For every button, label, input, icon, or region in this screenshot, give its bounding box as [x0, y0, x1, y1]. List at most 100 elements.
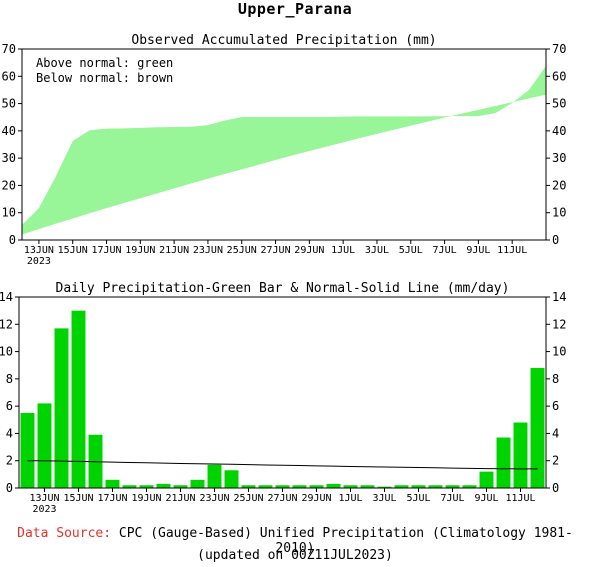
accum-xtick-label: 19JUN	[125, 245, 155, 256]
daily-precip-bar	[292, 485, 307, 488]
accum-ytick-label-right: 20	[552, 178, 566, 192]
daily-ytick-label-right: 2	[552, 454, 559, 468]
accum-ytick-label-left: 60	[2, 69, 16, 83]
accum-xtick-label: 27JUN	[260, 245, 290, 256]
daily-precip-bar	[411, 485, 426, 488]
daily-ytick-label-right: 8	[552, 372, 559, 386]
data-source-text: CPC (Gauge-Based) Unified Precipitation …	[111, 526, 573, 556]
data-source-line: Data Source: CPC (Gauge-Based) Unified P…	[0, 526, 590, 556]
normal-precip-line	[27, 460, 538, 470]
accum-xtick-label: 21JUN	[159, 245, 189, 256]
daily-precip-bar	[71, 310, 86, 488]
daily-xtick-label: 25JUN	[233, 493, 263, 504]
daily-precip-bar	[105, 479, 120, 488]
daily-precip-bar	[394, 485, 409, 488]
daily-precip-bar	[190, 479, 205, 488]
daily-precip-bar	[445, 485, 460, 488]
daily-ytick-label-right: 6	[552, 399, 559, 413]
accum-xtick-label: 15JUN	[58, 245, 88, 256]
daily-precip-bar	[513, 422, 528, 488]
accum-ytick-label-left: 20	[2, 178, 16, 192]
accum-ytick-label-left: 40	[2, 124, 16, 138]
daily-precip-bar	[207, 464, 222, 488]
accum-ytick-label-right: 60	[552, 69, 566, 83]
daily-xtick-label: 27JUN	[267, 493, 297, 504]
daily-precip-bar	[241, 485, 256, 488]
daily-ytick-label-left: 0	[6, 481, 13, 495]
accum-xtick-label: 11JUL	[497, 245, 527, 256]
daily-ytick-label-left: 4	[6, 426, 13, 440]
daily-precip-bar	[224, 470, 239, 488]
accum-ytick-label-right: 50	[552, 97, 566, 111]
daily-precip-bar	[343, 485, 358, 488]
daily-precip-bar	[462, 485, 477, 488]
daily-xtick-label: 19JUN	[131, 493, 161, 504]
daily-precip-bar	[122, 485, 137, 488]
accum-xtick-label: 23JUN	[193, 245, 223, 256]
accum-year-label: 2023	[27, 256, 51, 267]
data-source-label: Data Source:	[17, 526, 112, 541]
accum-xtick-label: 5JUL	[399, 245, 423, 256]
daily-precip-bar	[496, 437, 511, 488]
daily-precip-bar	[20, 412, 35, 488]
updated-line: (updated on 00Z11JUL2023)	[197, 548, 393, 563]
accum-ytick-label-right: 0	[552, 233, 559, 247]
daily-precip-bar	[173, 485, 188, 488]
accum-chart-title: Observed Accumulated Precipitation (mm)	[131, 33, 436, 48]
daily-xtick-label: 15JUN	[63, 493, 93, 504]
daily-xtick-label: 11JUL	[505, 493, 535, 504]
daily-precip-bar	[377, 486, 392, 488]
accum-xtick-label: 7JUL	[433, 245, 457, 256]
daily-precip-bar	[360, 485, 375, 488]
daily-ytick-label-left: 12	[0, 317, 13, 331]
daily-precip-bar	[309, 485, 324, 488]
daily-ytick-label-left: 14	[0, 290, 13, 304]
accum-xtick-label: 9JUL	[466, 245, 490, 256]
accumulated-precip-chart: Observed Accumulated Precipitation (mm) A…	[2, 33, 567, 267]
daily-xtick-label: 23JUN	[199, 493, 229, 504]
daily-precip-chart: Daily Precipitation-Green Bar & Normal-S…	[0, 281, 566, 515]
daily-chart-title: Daily Precipitation-Green Bar & Normal-S…	[56, 281, 510, 296]
daily-xtick-label: 3JUL	[372, 493, 396, 504]
accum-xtick-label: 3JUL	[365, 245, 389, 256]
daily-precip-bar	[139, 485, 154, 488]
daily-xtick-label: 9JUL	[474, 493, 498, 504]
daily-ytick-label-left: 6	[6, 399, 13, 413]
daily-xtick-label: 21JUN	[165, 493, 195, 504]
daily-ytick-label-left: 2	[6, 454, 13, 468]
accum-ytick-label-right: 30	[552, 151, 566, 165]
daily-ytick-label-left: 10	[0, 345, 13, 359]
daily-xtick-label: 13JUN	[29, 493, 59, 504]
accum-plot-frame	[21, 48, 547, 241]
accum-ytick-label-left: 50	[2, 97, 16, 111]
accum-annotation: Below normal: brown	[36, 71, 173, 85]
accum-ytick-label-left: 70	[2, 42, 16, 56]
daily-precip-bar	[54, 328, 69, 488]
daily-ytick-label-right: 12	[552, 317, 566, 331]
daily-ytick-label-right: 10	[552, 345, 566, 359]
accum-xtick-label: 29JUN	[294, 245, 324, 256]
accum-ytick-label-left: 30	[2, 151, 16, 165]
daily-precip-bar	[275, 485, 290, 488]
daily-year-label: 2023	[32, 504, 56, 515]
daily-ytick-label-right: 14	[552, 290, 566, 304]
daily-ytick-label-right: 4	[552, 426, 559, 440]
above-normal-area	[22, 65, 546, 235]
accum-ytick-label-right: 10	[552, 206, 566, 220]
accum-ytick-label-left: 10	[2, 206, 16, 220]
daily-xtick-label: 1JUL	[338, 493, 362, 504]
accum-xtick-label: 13JUN	[24, 245, 54, 256]
accum-ytick-label-right: 40	[552, 124, 566, 138]
daily-precip-bar	[156, 483, 171, 488]
accum-annotation: Above normal: green	[36, 56, 173, 70]
daily-ytick-label-right: 0	[552, 481, 559, 495]
daily-precip-bar	[37, 403, 52, 488]
page-title: Upper_Parana	[237, 0, 353, 18]
daily-ytick-label-left: 8	[6, 372, 13, 386]
daily-precip-bar	[428, 485, 443, 488]
accum-xtick-label: 25JUN	[227, 245, 257, 256]
accum-ytick-label-left: 0	[9, 233, 16, 247]
accum-xtick-label: 1JUL	[331, 245, 355, 256]
daily-xtick-label: 17JUN	[97, 493, 127, 504]
